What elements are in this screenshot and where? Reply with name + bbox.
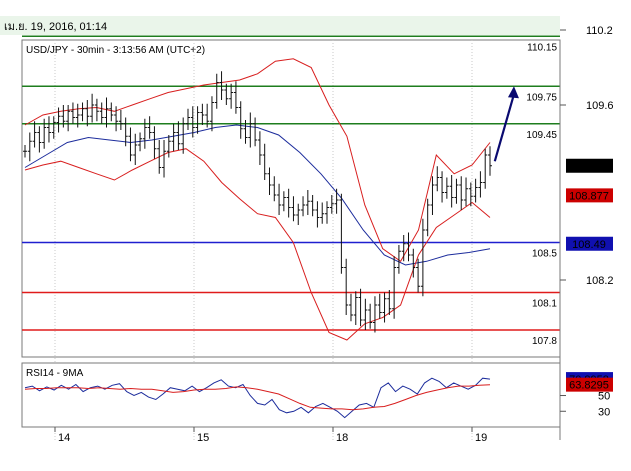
level-label: 108.1 <box>532 299 557 310</box>
date-tick-label: 19 <box>475 432 487 444</box>
bollinger-upper-line <box>24 58 491 263</box>
price-flag <box>566 188 613 203</box>
forecast-arrow-head <box>507 86 519 99</box>
rsi-layer <box>24 377 491 419</box>
price-bars-layer <box>23 71 492 333</box>
rsi-panel <box>21 362 561 428</box>
chart-title: USD/JPY - 30min - 3:13:56 AM (UTC+2) <box>26 45 205 56</box>
rsi-axis-label: 50 <box>598 391 610 403</box>
moving-average-layer <box>24 124 491 266</box>
price-flag <box>566 236 613 251</box>
price-panel <box>21 39 561 358</box>
rsi-ma-line <box>24 384 491 411</box>
moving-average-line <box>24 124 491 266</box>
date-tick-label: 18 <box>336 432 348 444</box>
price-flag <box>566 377 613 392</box>
price-flags: 109.114 108.877 108.49 <box>566 158 613 251</box>
price-flag-label: 108.49 <box>572 239 606 251</box>
level-label: 110.15 <box>527 42 557 53</box>
price-flag-label: 63.8295 <box>569 380 609 392</box>
rsi-title: RSI14 - 9MA <box>26 368 84 379</box>
price-axis-label: 110.2 <box>586 25 613 37</box>
horizontal-levels: 110.15 109.75 109.45 108.5 108.1 107.8 <box>22 35 560 347</box>
level-label: 108.5 <box>532 249 557 260</box>
date-tick-label: 15 <box>197 432 209 444</box>
date-axis: 14 15 18 19 <box>54 427 487 444</box>
date-bar <box>0 16 560 35</box>
price-axis-label: 109.6 <box>586 100 614 112</box>
price-flag-label: 109.114 <box>570 161 609 173</box>
rsi-flags: 70.895863.8295 <box>566 372 613 392</box>
price-flag-label: 108.877 <box>569 190 609 202</box>
forecast-arrow-layer <box>493 86 519 162</box>
price-flag <box>566 158 613 173</box>
forecast-arrow-shaft <box>493 93 516 162</box>
date-tick-label: 14 <box>58 432 70 444</box>
level-label: 109.45 <box>526 130 557 141</box>
bollinger-lower-line <box>24 148 491 341</box>
level-label: 109.75 <box>526 92 557 103</box>
price-axis: 110.2 109.6 108.2 <box>560 25 614 287</box>
rsi-axis-label: 30 <box>598 406 610 418</box>
price-axis-label: 108.2 <box>586 275 614 287</box>
level-label: 107.8 <box>532 336 557 347</box>
date-text: เม.ย. 19, 2016, 01:14 <box>4 21 107 33</box>
bollinger-layer <box>24 58 491 341</box>
